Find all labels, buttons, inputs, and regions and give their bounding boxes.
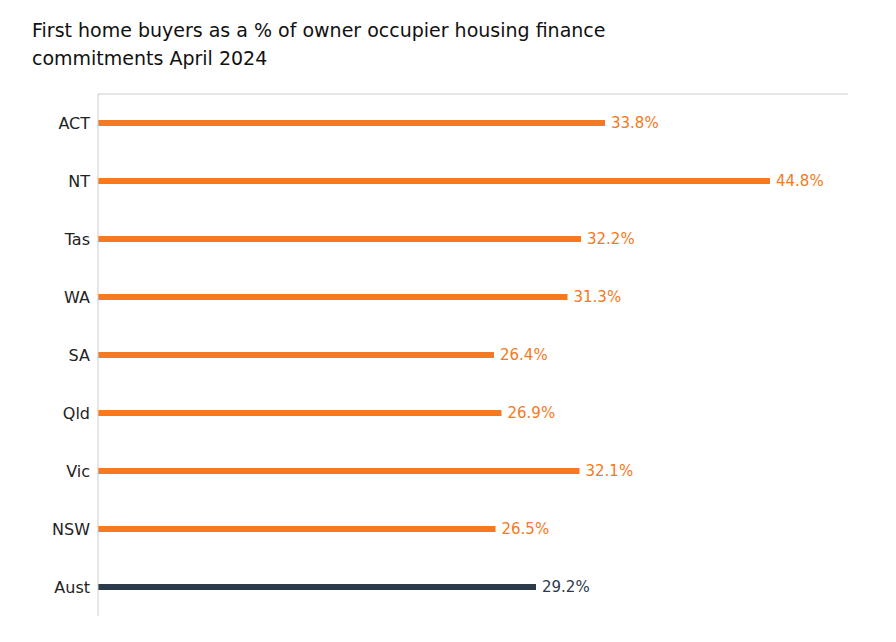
svg-text:32.1%: 32.1% — [586, 462, 634, 480]
svg-text:NSW: NSW — [52, 520, 90, 539]
html-text:commitments April 2024: commitments April 2024 — [32, 47, 268, 69]
svg-text:Aust: Aust — [54, 578, 90, 597]
svg-text:Vic: Vic — [66, 462, 90, 481]
svg-text:32.2%: 32.2% — [587, 230, 635, 248]
svg-text:NT: NT — [68, 172, 90, 191]
svg-text:26.5%: 26.5% — [502, 520, 550, 538]
svg-text:ACT: ACT — [58, 114, 90, 133]
svg-text:SA: SA — [69, 346, 90, 365]
svg-text:44.8%: 44.8% — [776, 172, 824, 190]
html-text:First home buyers as a % of ow: First home buyers as a % of owner occupi… — [32, 19, 606, 41]
svg-text:Qld: Qld — [63, 404, 90, 423]
svg-text:26.4%: 26.4% — [500, 346, 548, 364]
svg-text:33.8%: 33.8% — [611, 114, 659, 132]
svg-text:WA: WA — [64, 288, 90, 307]
svg-text:Tas: Tas — [64, 230, 90, 249]
svg-text:26.9%: 26.9% — [508, 404, 556, 422]
svg-text:31.3%: 31.3% — [574, 288, 622, 306]
svg-text:29.2%: 29.2% — [542, 578, 590, 596]
